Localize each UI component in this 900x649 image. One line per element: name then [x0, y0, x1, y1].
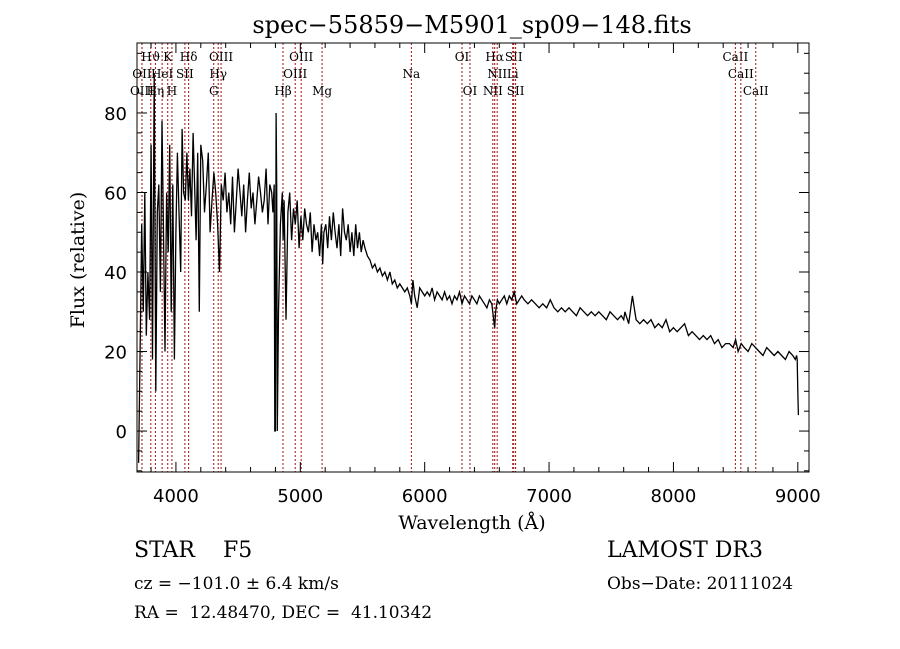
survey-label: LAMOST DR3: [607, 538, 763, 563]
line-marker-label: OI: [463, 84, 478, 98]
line-marker-label: NII: [487, 67, 507, 81]
line-marker-label: OI: [455, 50, 470, 64]
x-tick-label: 4000: [153, 486, 199, 507]
obs-date-readout: Obs−Date: 20111024: [607, 574, 794, 594]
line-marker-label: Hϑ: [141, 50, 160, 64]
line-marker-label: OIII: [130, 84, 154, 98]
line-marker-label: Na: [403, 67, 421, 81]
line-marker-label: CaII: [743, 84, 769, 98]
line-marker-label: HeI: [151, 67, 174, 81]
line-marker-label: CaII: [722, 50, 748, 64]
y-tick-label: 0: [116, 422, 127, 443]
x-tick-label: 5000: [277, 486, 323, 507]
y-tick-label: 20: [104, 343, 127, 364]
x-tick-label: 8000: [651, 486, 697, 507]
line-marker-label: SII: [505, 50, 523, 64]
x-tick-label: 6000: [402, 486, 448, 507]
spectrum-line-spectrum: [137, 73, 800, 463]
plot-frame: [136, 42, 810, 473]
line-marker-label: Hα: [485, 50, 504, 64]
x-tick-label: 7000: [526, 486, 572, 507]
line-marker-label: Hη: [147, 84, 165, 98]
line-marker-label: CaII: [728, 67, 754, 81]
line-marker-label: OIII: [289, 50, 313, 64]
line-marker-label: Hβ: [274, 84, 291, 98]
chart-title: spec−55859−M5901_sp09−148.fits: [252, 11, 691, 39]
line-marker-label: NII: [483, 84, 503, 98]
x-tick-label: 9000: [775, 486, 821, 507]
line-marker-label: OIII: [283, 67, 307, 81]
redshift-readout: cz = −101.0 ± 6.4 km/s: [134, 574, 339, 594]
x-axis: 4000 5000 6000 7000 8000 9000: [150, 43, 821, 507]
line-marker-label: OII: [132, 67, 152, 81]
line-marker-label: SII: [176, 67, 194, 81]
line-marker-label: Hγ: [209, 67, 227, 81]
object-class: STAR F5: [134, 538, 253, 563]
line-marker-label: G: [209, 84, 219, 98]
spectrum-series: [137, 73, 800, 463]
coordinates-readout: RA = 12.48470, DEC = 41.10342: [134, 603, 433, 623]
y-tick-label: 80: [104, 104, 127, 125]
line-marker-label: Li: [507, 67, 519, 81]
y-tick-label: 40: [104, 263, 127, 284]
x-axis-label: Wavelength (Å): [398, 512, 545, 534]
y-tick-label: 60: [104, 183, 127, 204]
line-marker-label: OIII: [209, 50, 233, 64]
line-marker-label: K: [163, 50, 173, 64]
line-marker-label: Hδ: [180, 50, 198, 64]
y-axis-label: Flux (relative): [67, 192, 89, 329]
line-marker-label: H: [167, 84, 177, 98]
line-marker-label: SII: [507, 84, 525, 98]
line-marker-label: Mg: [312, 84, 332, 98]
y-axis: 0 20 40 60 80: [104, 52, 809, 472]
